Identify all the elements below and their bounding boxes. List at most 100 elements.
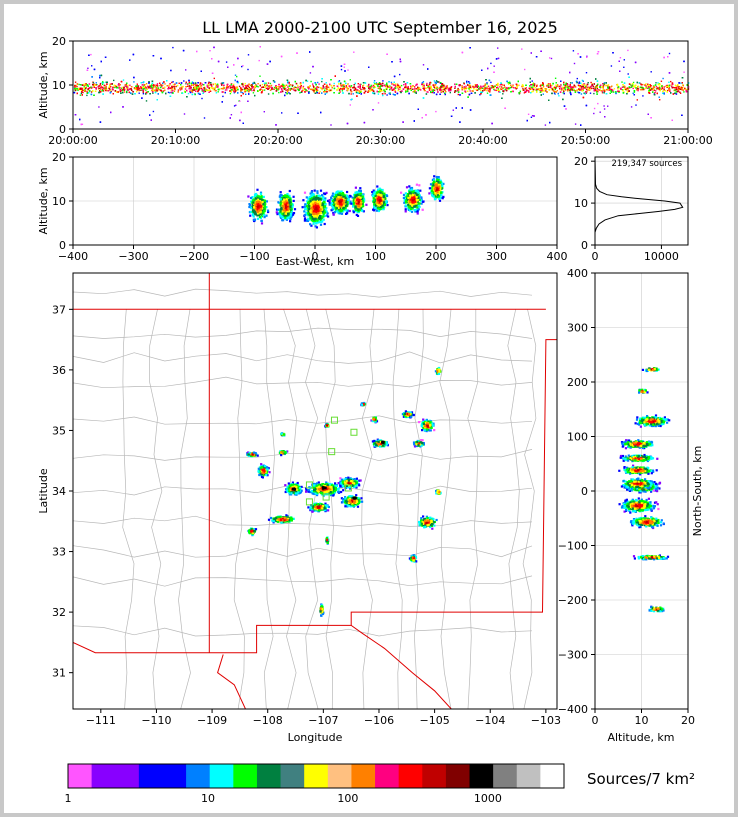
time-height-source: [371, 88, 374, 91]
time-height-source: [619, 57, 622, 59]
time-height-source: [491, 122, 493, 125]
time-height-source: [573, 89, 575, 91]
time-height-source: [602, 86, 604, 89]
time-height-source: [458, 84, 460, 86]
time-height-source: [390, 86, 393, 89]
time-height-source: [323, 86, 325, 88]
time-height-source: [661, 87, 663, 89]
time-height-source: [457, 87, 459, 90]
time-height-source: [470, 92, 473, 94]
time-height-source: [490, 87, 492, 89]
time-height-source: [186, 96, 188, 98]
time-height-source: [188, 81, 190, 83]
time-height-source: [653, 93, 655, 95]
time-height-source: [675, 85, 677, 87]
time-height-source: [484, 88, 487, 90]
time-height-source: [399, 60, 402, 63]
time-height-source: [410, 85, 412, 87]
time-height-source: [263, 111, 265, 113]
time-height-source: [278, 86, 280, 88]
time-height-source: [144, 86, 147, 88]
time-height-source: [379, 87, 381, 89]
time-height-source: [377, 83, 380, 85]
time-height-source: [353, 89, 355, 91]
time-height-source: [405, 87, 407, 89]
time-height-source: [98, 91, 100, 94]
time-height-source: [594, 88, 596, 91]
time-height-source: [493, 88, 495, 91]
time-height-source: [314, 89, 317, 91]
time-height-source: [94, 90, 97, 92]
time-height-source: [232, 88, 234, 91]
time-height-source: [349, 86, 352, 89]
time-height-source: [468, 85, 471, 87]
time-height-source: [578, 81, 581, 83]
time-height-source: [230, 114, 233, 116]
time-height-source: [681, 87, 683, 90]
time-height-source: [580, 93, 583, 95]
time-height-source: [476, 89, 478, 91]
time-height-source: [192, 82, 194, 84]
time-height-source: [560, 89, 563, 91]
time-height-source: [554, 93, 556, 95]
time-height-source: [663, 93, 665, 95]
time-height-source: [87, 88, 89, 90]
time-height-source: [659, 87, 661, 89]
time-height-source: [530, 116, 533, 118]
time-height-source: [219, 88, 221, 90]
time-height-source: [167, 91, 170, 94]
time-height-source: [73, 91, 76, 94]
time-height-source: [192, 84, 195, 86]
time-height-source: [537, 88, 540, 91]
time-height-source: [570, 86, 572, 89]
time-height-source: [666, 86, 669, 88]
time-height-source: [136, 87, 138, 89]
time-height-source: [101, 90, 104, 92]
time-height-source: [679, 82, 681, 84]
time-height-source: [125, 83, 127, 86]
time-height-source: [193, 89, 195, 91]
time-height-source: [553, 86, 556, 89]
time-height-source: [572, 50, 575, 52]
time-height-source: [535, 56, 538, 58]
time-height-source: [613, 88, 616, 90]
time-height-source: [349, 79, 351, 81]
time-height-source: [99, 121, 102, 123]
time-height-source: [246, 85, 249, 87]
time-height-source: [682, 84, 684, 87]
time-height-source: [603, 108, 606, 110]
time-height-source: [550, 85, 552, 87]
time-height-source: [564, 86, 566, 88]
time-height-source: [242, 83, 244, 86]
time-height-source: [586, 90, 588, 92]
time-height-source: [93, 83, 95, 85]
time-height-source: [491, 86, 493, 88]
time-height-source: [93, 94, 95, 96]
time-height-source: [234, 89, 236, 92]
time-height-source: [197, 87, 199, 90]
time-height-source: [74, 85, 77, 87]
time-height-source: [649, 89, 652, 91]
time-height-source: [502, 87, 504, 90]
time-height-source: [571, 86, 573, 88]
time-height-source: [128, 91, 130, 93]
time-height-source: [679, 86, 681, 88]
time-height-source: [421, 83, 423, 85]
time-height-source: [672, 93, 675, 95]
time-height-source: [116, 87, 118, 89]
time-height-source: [275, 87, 277, 89]
time-height-source: [158, 89, 160, 91]
time-height-source: [85, 84, 87, 86]
time-height-source: [132, 53, 135, 56]
time-height-source: [229, 85, 231, 87]
time-height-source: [552, 90, 555, 92]
time-height-source: [272, 92, 274, 95]
time-height-source: [123, 88, 126, 91]
time-height-source: [230, 84, 232, 86]
time-height-source: [338, 89, 341, 91]
time-height-source: [230, 91, 232, 93]
figure-frame: [4, 4, 734, 813]
time-height-source: [106, 90, 108, 92]
time-height-source: [106, 81, 108, 83]
time-height-source: [262, 89, 264, 91]
